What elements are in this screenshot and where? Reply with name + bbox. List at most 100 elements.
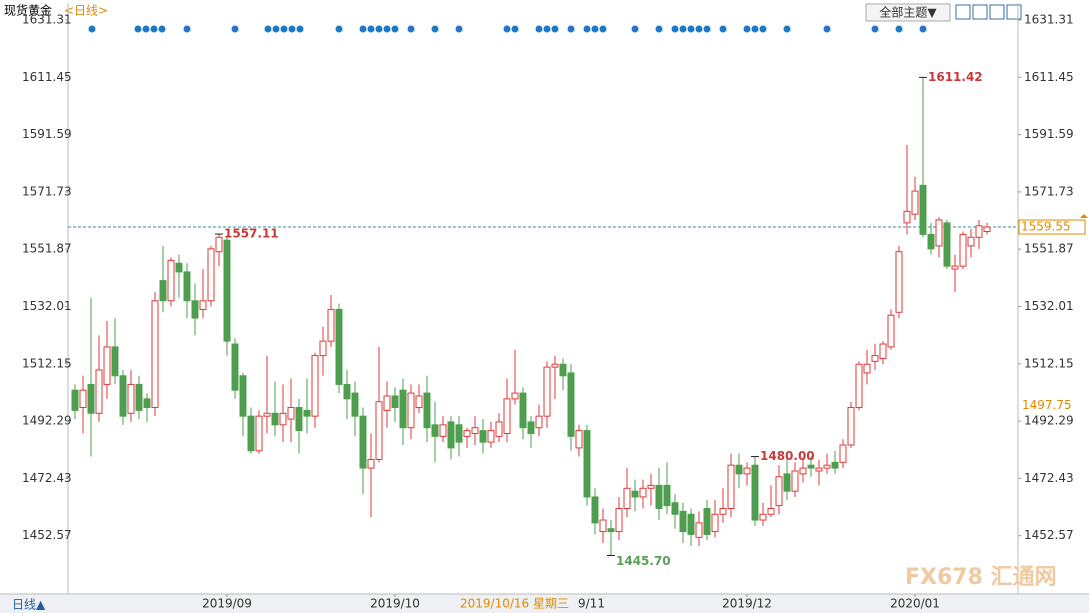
x-tick-label: 2019/09 [202,597,252,611]
event-dot [335,25,343,33]
candle-body [567,372,575,437]
chart-title: 现货黄金 [4,3,52,18]
candle-body [799,467,807,475]
icon[interactable] [1006,4,1022,20]
candle-body [959,233,967,267]
candle-body [367,458,375,469]
event-dot [919,25,927,33]
candle-body [239,375,247,417]
event-dot [511,25,519,33]
candle-body [175,262,183,273]
y-tick-label: 1532.01 [22,299,72,313]
candle-body [903,210,911,224]
x-tick-label: 2019/12 [722,597,772,611]
candle-body [335,308,343,385]
event-dot [455,25,463,33]
candle-body [255,415,263,452]
candle-body [735,464,743,475]
candle-body [775,476,783,507]
candle-body [599,519,607,533]
candle-body [647,484,655,489]
event-dot [134,25,142,33]
candle-body [983,226,991,233]
y-tick-label: 1512.15 [22,356,72,370]
candle-body [519,392,527,429]
event-dot [655,25,663,33]
y-tick-label-right: 1631.31 [1024,13,1074,27]
candle-body [111,346,119,377]
event-dot [695,25,703,33]
y-tick-label-right: 1532.01 [1024,299,1074,313]
candle-body [679,510,687,533]
watermark: FX678 汇通网 [905,565,1057,590]
event-dot [88,25,96,33]
event-dot [567,25,575,33]
event-dot [264,25,272,33]
icon[interactable] [972,4,988,20]
y-tick-label: 1591.59 [22,127,72,141]
theme-button-label[interactable]: 全部主题▼ [879,5,937,20]
candle-body [807,464,815,469]
candle-body [143,398,151,409]
event-dot [503,25,511,33]
y-tick-label-right: 1551.87 [1024,242,1074,256]
candle-body [207,248,215,302]
candle-body [439,424,447,437]
x-tick-label: 2020/01 [890,597,940,611]
y-tick-label-right: 1611.45 [1024,70,1074,84]
candle-body [351,392,359,417]
candle-body [967,236,975,247]
candle-body [271,412,279,426]
candle-body [623,487,631,509]
candle-body [855,363,863,409]
icon[interactable] [955,4,971,20]
event-dot [375,25,383,33]
candle-body [887,314,895,348]
candle-body [727,464,735,509]
icon[interactable] [989,4,1005,20]
event-dot [231,25,239,33]
y-tick-label: 1452.57 [22,528,72,542]
event-dot [280,25,288,33]
candle-body [975,225,983,238]
event-dot [759,25,767,33]
cursor-price-label: 1497.75 [1022,398,1072,412]
candle-body [559,363,567,377]
extreme-label: 1480.00 [760,449,815,463]
event-dot [679,25,687,33]
y-tick-label-right: 1452.57 [1024,528,1074,542]
candle-body [543,366,551,417]
candle-body [455,424,463,443]
candle-body [591,496,599,524]
theme-button[interactable] [865,3,951,22]
candle-body [663,484,671,507]
event-dot [631,25,639,33]
y-tick-label: 1571.73 [22,184,72,198]
candle-body [631,490,639,498]
y-tick-label: 1492.29 [22,414,72,428]
event-dot [359,25,367,33]
y-tick-label-right: 1591.59 [1024,127,1074,141]
period-button[interactable]: 日线▲ [12,598,46,612]
candle-body [303,409,311,417]
y-tick-label-right: 1512.15 [1024,356,1074,370]
event-dot [407,25,415,33]
candle-body [95,369,103,414]
candle-body [359,415,367,469]
candle-body [535,415,543,429]
event-dot [543,25,551,33]
candle-body [151,300,159,409]
candle-body [79,389,87,409]
candle-body [87,383,95,414]
candle-body [295,407,303,432]
candle-body [831,461,839,469]
last-price-box [1018,219,1086,235]
candle-body [199,300,207,310]
candle-body [935,219,943,247]
cursor-date-label: 2019/10/16 星期三 [460,597,569,611]
candle-body [607,528,615,533]
candle-body [463,430,471,437]
candle-body [503,398,511,434]
event-dot [383,25,391,33]
